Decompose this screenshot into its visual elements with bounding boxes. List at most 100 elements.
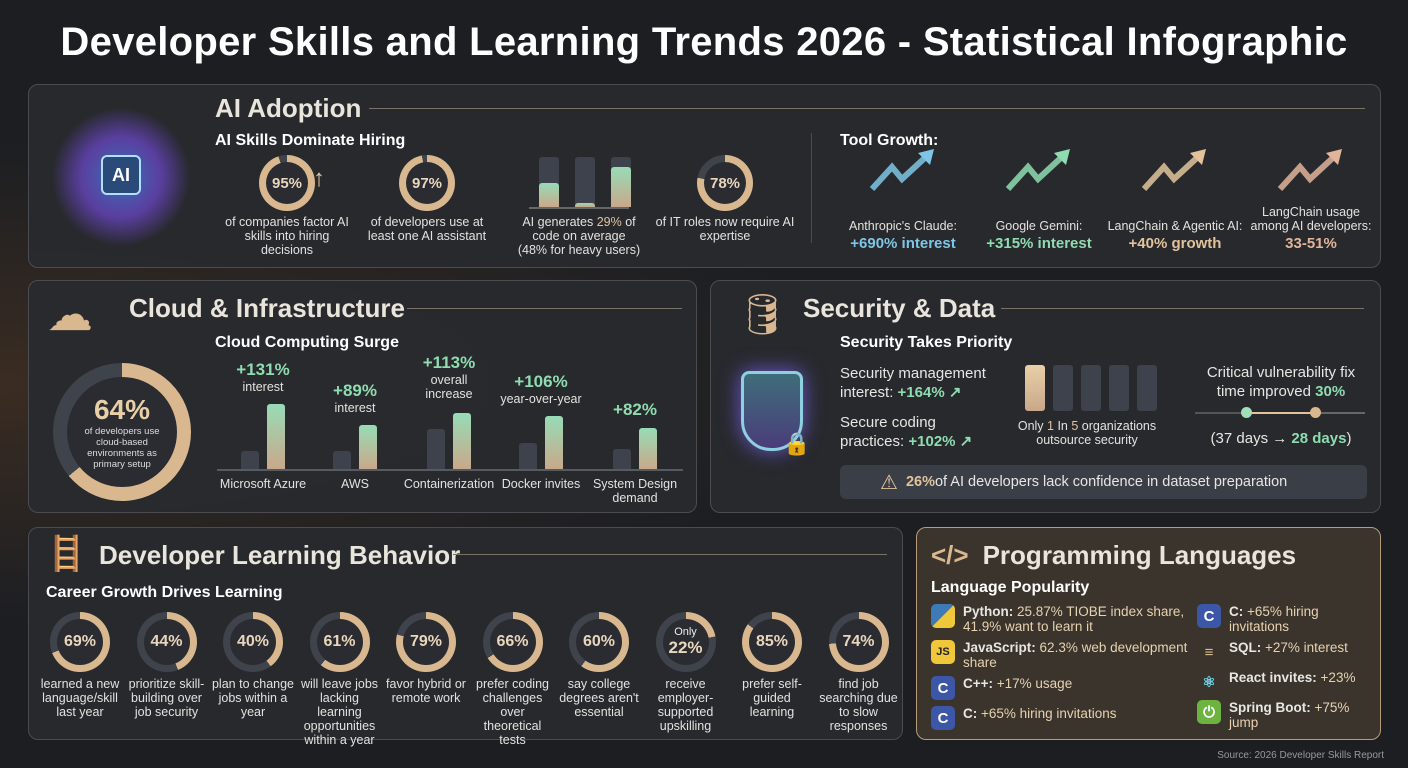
- ring-value: 61%: [323, 633, 356, 650]
- cloud-bar-label: Microsoft Azure: [219, 477, 307, 491]
- cloud-growth-bar: [267, 403, 285, 469]
- cloud-section-title: Cloud & Infrastructure: [129, 293, 405, 323]
- tool-label: Google Gemini:: [971, 193, 1107, 233]
- trend-arrow-icon: [1004, 147, 1074, 193]
- cloud-bar-label: AWS: [340, 477, 369, 491]
- cpp-icon: C: [931, 676, 955, 700]
- vuln-days: (37 days → 28 days): [1210, 430, 1352, 447]
- ring-value: 97%: [411, 174, 443, 192]
- code-gen-bar: [539, 182, 559, 207]
- cloud-growth-value: +106%: [514, 372, 568, 391]
- database-shield-icon: 🛢: [737, 293, 788, 337]
- code-brackets-icon: </>: [931, 540, 969, 570]
- learning-stat-caption: say college degrees aren't essential: [559, 677, 639, 719]
- trend-arrow-icon: [868, 147, 938, 193]
- cloud-usage-donut: 64% of developers use cloud-based enviro…: [53, 363, 191, 501]
- cloud-baseline-bar: [613, 449, 631, 469]
- warning-icon: ⚠: [880, 471, 898, 494]
- climbing-ladder-icon: 🪜: [45, 535, 88, 573]
- ai-stat-caption: of developers use at least one AI assist…: [367, 215, 487, 243]
- lock-icon: 🔒: [783, 431, 811, 456]
- cloud-bar-label: Containerization: [403, 477, 495, 491]
- ring-value: 44%: [150, 633, 183, 650]
- learning-stat-ring: 44%: [136, 612, 197, 672]
- source-note: Source: 2026 Developer Skills Report: [1217, 750, 1384, 761]
- react-icon: ⚛: [1202, 673, 1216, 691]
- ring-value: 74%: [842, 633, 875, 650]
- cloud-growth-bar: [359, 424, 377, 469]
- trend-arrow-icon: [1140, 147, 1210, 193]
- languages-panel: </> Programming Languages Language Popula…: [916, 527, 1381, 740]
- organization-bar: [1137, 365, 1157, 411]
- tool-value: +40% growth: [1128, 235, 1222, 252]
- cloud-baseline-bar: [241, 451, 259, 469]
- language-name: C++:: [963, 676, 994, 691]
- ai-stat-caption: of IT roles now require AI expertise: [655, 215, 795, 243]
- cloud-bar-label: System Design demand: [592, 477, 678, 505]
- vuln-caption: Critical vulnerability fix time improved …: [1206, 364, 1356, 400]
- language-item: C C: +65% hiring invitations: [931, 706, 1193, 730]
- ai-stat-ring: 78%: [697, 155, 753, 211]
- learning-stat-caption: plan to change jobs within a year: [211, 677, 294, 719]
- language-item: ≡ SQL: +27% interest: [1197, 640, 1379, 664]
- organization-bar: [1109, 365, 1129, 411]
- cloud-growth-value: +89%: [333, 380, 377, 400]
- ring-value: 60%: [582, 633, 616, 650]
- learning-stat-caption: receive employer-supported upskilling: [657, 677, 714, 733]
- cloud-baseline-bar: [519, 443, 537, 469]
- language-item: ⏻ Spring Boot: +75% jump: [1197, 700, 1379, 730]
- ai-stat-caption: of companies factor AI skills into hirin…: [225, 215, 349, 257]
- security-mgmt-stat: Security management interest: +164% ↗: [840, 365, 986, 401]
- learning-subtitle: Career Growth Drives Learning: [46, 584, 283, 601]
- language-name: Python:: [963, 604, 1014, 619]
- organization-bar: [1053, 365, 1073, 411]
- languages-subtitle: Language Popularity: [931, 579, 1090, 596]
- tool-label-text: Anthropic's Claude:: [848, 219, 957, 233]
- tool-label: LangChain usage among AI developers:: [1243, 193, 1379, 233]
- language-name: JavaScript:: [963, 640, 1036, 655]
- language-stat: +65% hiring invitations: [1229, 604, 1319, 634]
- learning-stat-ring: 60%: [569, 612, 629, 672]
- cloud-subtitle: Cloud Computing Surge: [215, 334, 399, 351]
- trend-arrow-icon: [1276, 147, 1346, 193]
- language-stat: +17% usage: [993, 676, 1073, 691]
- cloud-growth-note: year-over-year: [500, 392, 582, 406]
- language-stat: +65% hiring invitations: [977, 706, 1117, 721]
- learning-stat-ring: 69%: [50, 612, 110, 672]
- ai-adoption-panel: AI AI Adoption AI Skills Dominate Hiring…: [28, 84, 1381, 268]
- code-gen-bar: [611, 167, 631, 207]
- learning-stat-ring: 40%: [223, 612, 283, 672]
- page-title: Developer Skills and Learning Trends 202…: [60, 20, 1348, 64]
- organization-bar: [1081, 365, 1101, 411]
- up-arrow-icon: ↑: [313, 165, 325, 192]
- power-icon: ⏻: [1197, 700, 1221, 724]
- languages-section-title: </> Programming Languages: [931, 540, 1297, 570]
- c-icon: C: [931, 706, 955, 730]
- timeline-end-dot: [1310, 407, 1321, 418]
- cloud-growth-value: +131%: [236, 359, 290, 379]
- cloud-growth-value: +113%: [422, 352, 476, 372]
- language-stat: +23%: [1316, 670, 1356, 685]
- python-icon: [931, 604, 955, 628]
- cloud-donut-caption: of developers use cloud-based environmen…: [84, 426, 160, 470]
- tool-label: Anthropic's Claude:: [835, 193, 971, 233]
- learning-stat-ring: 79%: [396, 612, 456, 672]
- code-gen-axis: [529, 207, 629, 209]
- organization-bar: [1025, 365, 1045, 411]
- language-item: C C++: +17% usage: [931, 676, 1193, 700]
- secure-coding-stat: Secure coding practices: +102% ↗: [840, 414, 973, 450]
- cloud-baseline-bar: [333, 451, 351, 469]
- learning-stat-caption: prefer self-guided learning: [742, 677, 802, 719]
- ai-subtitle: AI Skills Dominate Hiring: [215, 132, 406, 149]
- security-subtitle: Security Takes Priority: [840, 334, 1013, 351]
- learning-stat-ring: 85%: [742, 612, 802, 672]
- tool-value: +315% interest: [986, 235, 1092, 252]
- code-gen-caption: AI generates 29% of code on average (48% …: [517, 215, 641, 257]
- dataset-alert-banner: ⚠ 26% of AI developers lack confidence i…: [840, 465, 1367, 499]
- language-stat: +75% jump: [1229, 700, 1350, 730]
- tool-label-text: Google Gemini:: [995, 219, 1083, 233]
- language-item: ⚛ React invites: +23%: [1197, 670, 1379, 694]
- tool-label-text: LangChain usage among AI developers:: [1250, 205, 1372, 233]
- language-item: C C: +65% hiring invitations: [1197, 604, 1379, 634]
- c-icon: C: [1197, 604, 1221, 628]
